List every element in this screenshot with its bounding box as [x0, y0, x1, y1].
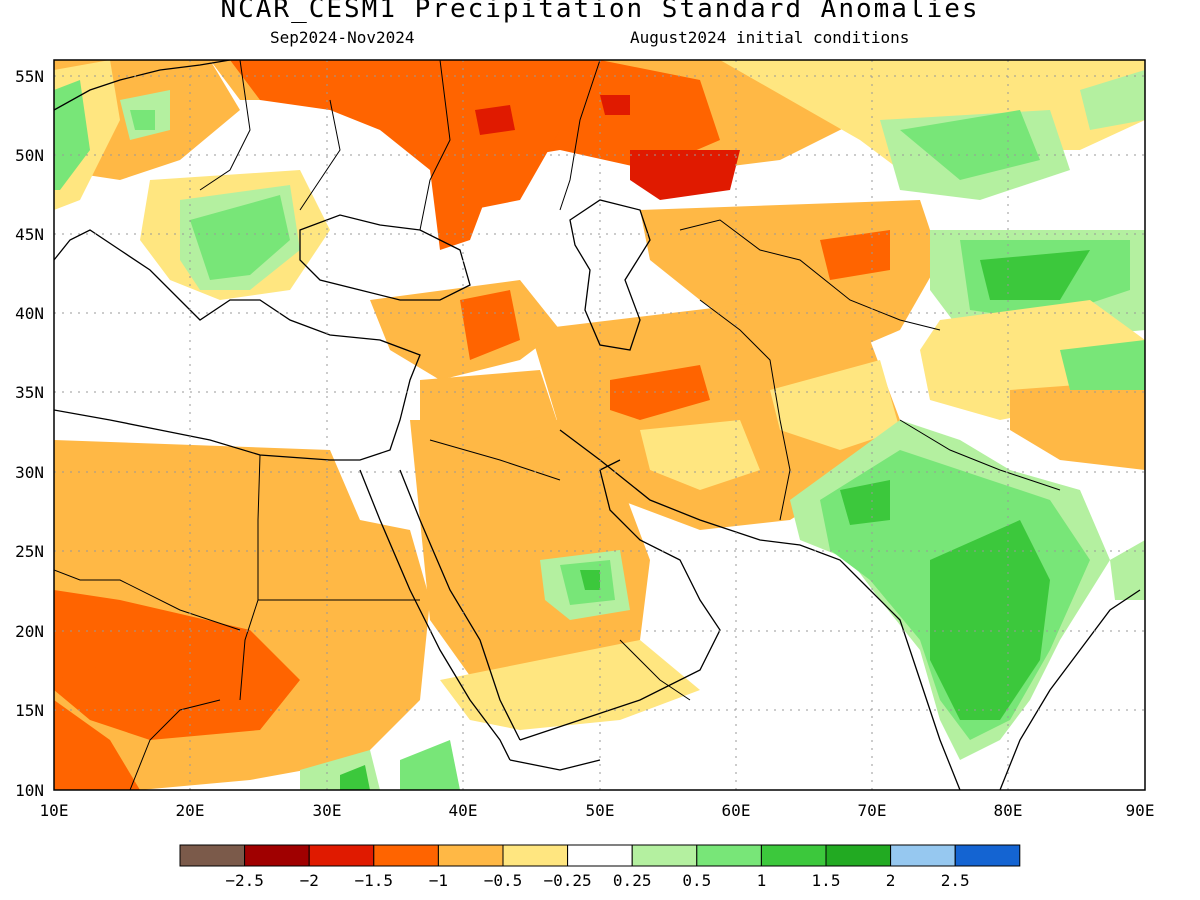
legend-swatch: [825, 844, 892, 867]
lat-label: 10N: [15, 781, 44, 800]
legend-swatch: [373, 844, 439, 867]
latitude-labels: 55N 50N 45N 40N 35N 30N 25N 20N 15N 10N: [15, 67, 44, 800]
initial-conditions: August2024 initial conditions: [630, 28, 910, 47]
legend-label: −2: [300, 871, 319, 890]
legend-swatch: [437, 844, 504, 867]
legend-swatch: [631, 844, 698, 867]
legend-swatch: [502, 844, 569, 867]
coastlines: [54, 60, 1141, 790]
lat-label: 25N: [15, 542, 44, 561]
legend-label: −1.5: [355, 871, 394, 890]
lon-label: 70E: [858, 801, 887, 820]
legend-swatch: [890, 844, 956, 867]
lon-label: 20E: [176, 801, 205, 820]
lon-label: 80E: [994, 801, 1023, 820]
lat-label: 20N: [15, 622, 44, 641]
forecast-period: Sep2024-Nov2024: [270, 28, 415, 47]
lon-label: 50E: [586, 801, 615, 820]
legend-swatch: [696, 844, 762, 867]
legend-label: 2.5: [941, 871, 970, 890]
gridlines: [54, 60, 1145, 790]
legend-swatches: [179, 844, 1021, 867]
lon-label: 90E: [1126, 801, 1155, 820]
lat-label: 50N: [15, 146, 44, 165]
legend-label: −2.5: [225, 871, 264, 890]
legend-label: −0.5: [484, 871, 523, 890]
legend-label: −1: [429, 871, 448, 890]
legend-labels: −2.5 −2 −1.5 −1 −0.5 −0.25 0.25 0.5 1 1.5 2 2.5: [225, 871, 969, 890]
legend-label: 0.25: [613, 871, 652, 890]
anomaly-fields: [54, 60, 1145, 790]
legend-swatch: [308, 844, 375, 867]
legend-label: 1.5: [812, 871, 841, 890]
lat-label: 45N: [15, 225, 44, 244]
borders: [54, 60, 1061, 790]
legend-label: 1: [757, 871, 767, 890]
lat-label: 15N: [15, 701, 44, 720]
lat-label: 55N: [15, 67, 44, 86]
map-frame: [53, 59, 1146, 791]
longitude-labels: 10E 20E 30E 40E 50E 60E 70E 80E 90E: [40, 801, 1155, 820]
lon-label: 60E: [722, 801, 751, 820]
legend-swatch: [954, 844, 1021, 867]
lon-label: 40E: [449, 801, 478, 820]
legend-swatch: [179, 844, 246, 867]
lon-label: 10E: [40, 801, 69, 820]
legend-swatch: [244, 844, 310, 867]
lat-label: 40N: [15, 304, 44, 323]
legend-label: −0.25: [544, 871, 592, 890]
map-title: NCAR_CESM1 Precipitation Standard Anomal…: [220, 0, 980, 24]
legend-swatch: [760, 844, 827, 867]
legend-label: 2: [886, 871, 896, 890]
legend-label: 0.5: [682, 871, 711, 890]
lat-label: 30N: [15, 463, 44, 482]
legend-swatch: [567, 844, 633, 867]
lat-label: 35N: [15, 383, 44, 402]
lon-label: 30E: [313, 801, 342, 820]
